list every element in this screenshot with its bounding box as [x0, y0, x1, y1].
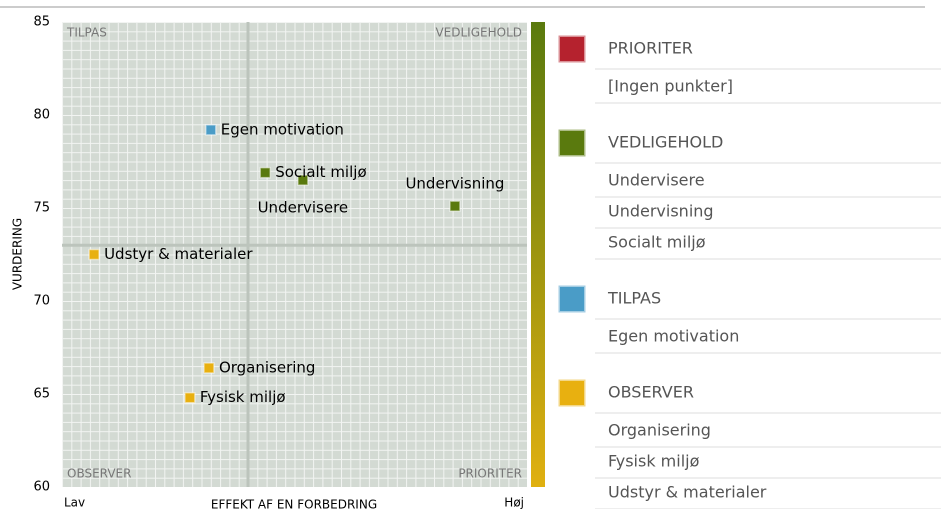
- legend-item: Undervisning: [608, 202, 714, 221]
- point: [205, 124, 217, 136]
- legend-header: PRIORITER: [608, 39, 693, 58]
- legend-header: TILPAS: [607, 289, 661, 308]
- point: [259, 166, 271, 179]
- legend-item: Fysisk miljø: [608, 452, 700, 471]
- point: [297, 174, 309, 186]
- x-axis-label: EFFEKT AF EN FORBEDRING: [211, 498, 377, 509]
- point-label: Socialt miljø: [275, 163, 366, 181]
- y-axis-label: VURDERING: [11, 218, 25, 290]
- y-tick-label: 70: [33, 294, 50, 309]
- legend-swatch: [558, 379, 586, 407]
- x-low-label: Lav: [64, 496, 85, 509]
- legend-swatch: [558, 129, 586, 157]
- legend-header: VEDLIGEHOLD: [608, 133, 723, 152]
- y-tick-label: 60: [33, 480, 50, 495]
- quadrant-label: VEDLIGEHOLD: [435, 26, 522, 40]
- gradient-bar: [531, 22, 545, 487]
- legend-item: Udstyr & materialer: [608, 483, 767, 502]
- point: [449, 200, 461, 212]
- point: [184, 391, 196, 404]
- quadrant-label: PRIORITER: [458, 467, 522, 481]
- legend-header: OBSERVER: [608, 383, 694, 402]
- point-label: Udstyr & materialer: [104, 245, 253, 263]
- y-tick-label: 75: [33, 201, 50, 216]
- point-label: Egen motivation: [221, 120, 344, 138]
- point-label: Organisering: [219, 358, 316, 376]
- quadrant-label: TILPAS: [66, 26, 107, 40]
- y-tick-label: 65: [33, 387, 50, 402]
- legend-item: Organisering: [608, 421, 711, 440]
- point-label: Undervisere: [258, 199, 349, 217]
- y-tick-label: 85: [33, 15, 50, 30]
- legend-swatch: [558, 285, 586, 313]
- legend-item: Egen motivation: [608, 327, 739, 346]
- legend-item: Undervisere: [608, 171, 705, 190]
- y-tick-label: 80: [33, 108, 50, 123]
- point: [88, 248, 100, 261]
- legend-item: [Ingen punkter]: [608, 77, 733, 96]
- x-high-label: Høj: [504, 496, 524, 509]
- legend-swatch: [558, 35, 586, 63]
- point-label: Undervisning: [405, 175, 504, 193]
- plot-area: [62, 22, 527, 487]
- point-label: Fysisk miljø: [200, 388, 286, 406]
- point: [203, 362, 215, 374]
- legend-item: Socialt miljø: [608, 233, 706, 252]
- quadrant-label: OBSERVER: [67, 467, 131, 481]
